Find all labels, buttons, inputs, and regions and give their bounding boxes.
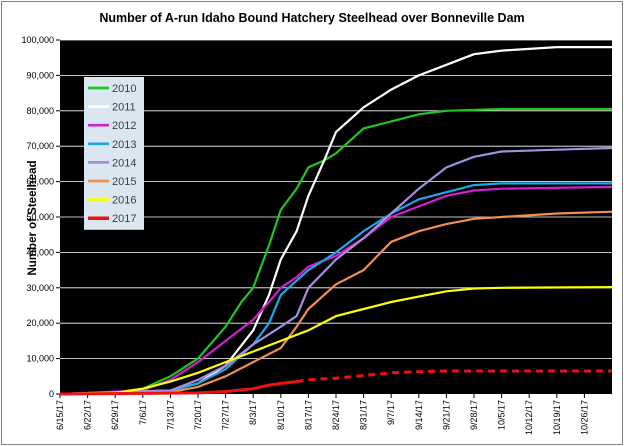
legend-label-2012: 2012 — [112, 120, 136, 132]
y-tick-label: 20,000 — [26, 318, 54, 328]
x-tick-label: 7/13/17 — [165, 400, 175, 430]
legend-box — [84, 77, 144, 230]
series-line-2017 — [59, 380, 297, 396]
legend-label-2011: 2011 — [112, 102, 136, 114]
legend-label-2016: 2016 — [112, 195, 136, 207]
x-tick-label: 8/17/17 — [303, 400, 313, 430]
y-tick-label: 50,000 — [26, 212, 54, 222]
x-tick-label: 9/14/17 — [414, 400, 424, 430]
series-line-2011 — [59, 46, 612, 396]
legend: 2010 2011 2012 2013 2014 2015 2016 2017 — [84, 77, 144, 230]
x-tick-label: 9/7/17 — [386, 400, 396, 425]
y-tick-label: 90,000 — [26, 70, 54, 80]
legend-label-2015: 2015 — [112, 176, 136, 188]
series-line-2015 — [59, 210, 613, 396]
y-tick-label: 100,000 — [21, 35, 54, 45]
y-axis-label: Number of Steelhead — [27, 160, 39, 275]
y-tick-label: 40,000 — [26, 247, 54, 257]
y-tick-label: 70,000 — [26, 141, 54, 151]
x-axis-ticks: 6/15/17 6/22/17 6/29/17 7/6/17 7/13/17 7/20/1… — [55, 394, 589, 435]
x-tick-label: 10/5/17 — [497, 400, 507, 430]
legend-label-2014: 2014 — [112, 157, 136, 169]
x-tick-label: 10/19/17 — [552, 400, 562, 435]
y-tick-label: 10,000 — [26, 354, 54, 364]
x-tick-label: 7/6/17 — [138, 400, 148, 425]
y-axis-ticks: 0 10,000 20,000 30,000 40,000 50,000 60,000 70,… — [21, 35, 60, 399]
series-lines — [59, 46, 613, 396]
series-line-2013 — [59, 182, 612, 396]
series-line-2012 — [59, 185, 613, 396]
x-tick-label: 8/24/17 — [331, 400, 341, 430]
series-line-2016 — [59, 286, 613, 396]
x-tick-label: 6/15/17 — [55, 400, 65, 430]
x-tick-label: 6/22/17 — [83, 400, 93, 430]
x-tick-label: 6/29/17 — [110, 400, 120, 430]
x-tick-label: 8/3/17 — [248, 400, 258, 425]
legend-label-2013: 2013 — [112, 139, 136, 151]
x-tick-label: 9/28/17 — [469, 400, 479, 430]
y-tick-label: 80,000 — [26, 106, 54, 116]
y-tick-label: 0 — [49, 389, 54, 399]
x-tick-label: 7/27/17 — [221, 400, 231, 430]
x-tick-label: 8/10/17 — [276, 400, 286, 430]
series-line-2017-projected — [296, 369, 612, 384]
series-line-2014 — [59, 146, 613, 396]
y-tick-label: 60,000 — [26, 177, 54, 187]
x-tick-label: 9/21/17 — [441, 400, 451, 430]
series-line-2010 — [59, 107, 612, 396]
x-tick-label: 7/20/17 — [193, 400, 203, 430]
chart-title: Number of A-run Idaho Bound Hatchery Ste… — [99, 11, 524, 25]
legend-label-2010: 2010 — [112, 83, 136, 95]
x-tick-label: 10/26/17 — [579, 400, 589, 435]
y-tick-label: 30,000 — [26, 283, 54, 293]
x-tick-label: 10/12/17 — [524, 400, 534, 435]
legend-label-2017: 2017 — [112, 213, 136, 225]
x-tick-label: 8/31/17 — [359, 400, 369, 430]
